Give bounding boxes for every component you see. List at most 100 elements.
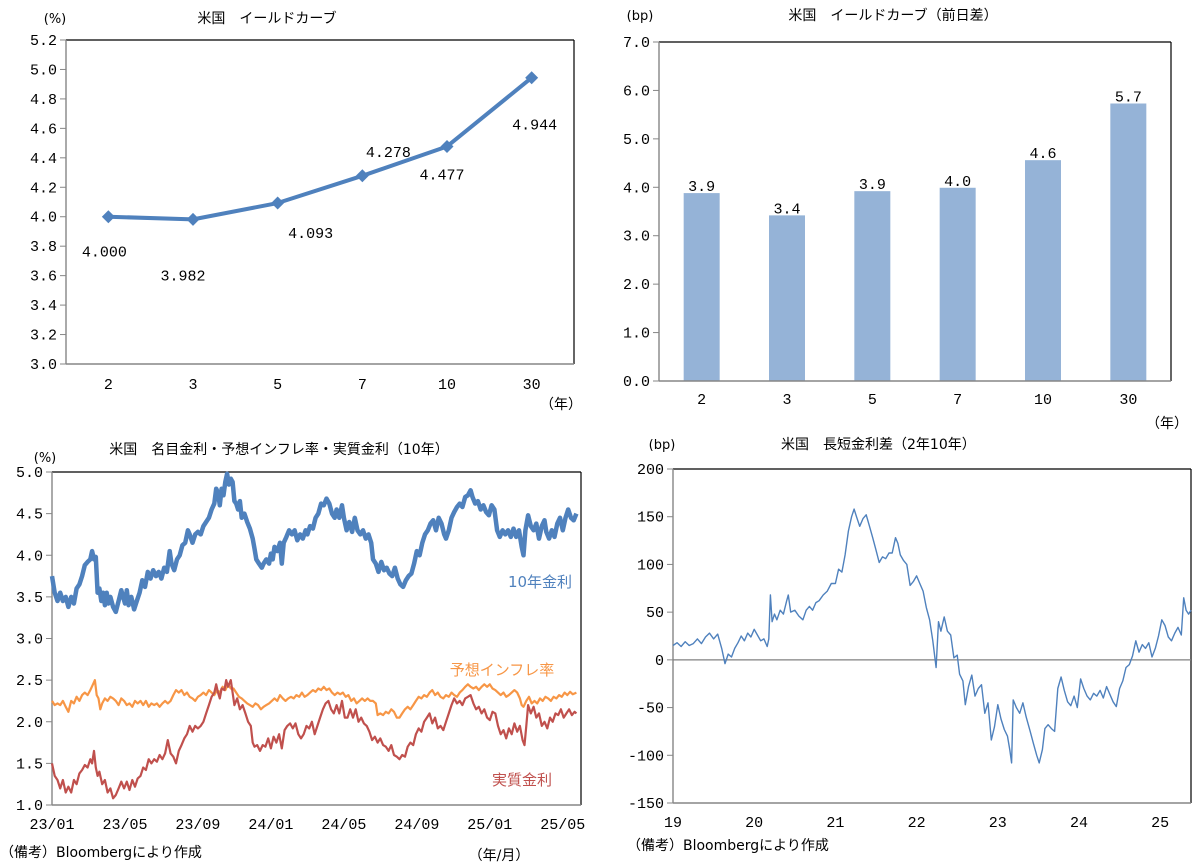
real-rate-label: 実質金利 <box>492 771 552 789</box>
diamond-marker <box>271 196 285 210</box>
data-label: 3.9 <box>859 177 886 194</box>
x-tick-label: 3 <box>188 377 197 394</box>
y-tick-label: 3.5 <box>16 590 43 607</box>
y-tick-label: -50 <box>637 701 664 718</box>
y-tick-label: 3.0 <box>16 632 43 649</box>
y-tick-label: 3.4 <box>30 298 57 315</box>
y-tick-label: 5.0 <box>30 62 57 79</box>
y-tick-label: 4.6 <box>30 121 57 138</box>
diamond-marker <box>525 71 539 85</box>
y-tick-label: 2.0 <box>623 277 650 294</box>
x-tick-label: 23/01 <box>29 817 74 834</box>
y-tick-label: 5.2 <box>30 33 57 50</box>
breakeven-inflation-label: 予想インフレ率 <box>450 661 555 679</box>
bar <box>854 191 891 381</box>
spread-2s10s-chart: (bp) 米国 長短金利差（2年10年） （備考）Bloombergにより作成 … <box>627 437 1192 854</box>
x-tick-label: 22 <box>908 815 926 832</box>
y-tick-label: 0.0 <box>623 374 650 391</box>
y-tick-label: 4.8 <box>30 92 57 109</box>
y-tick-label: 1.0 <box>623 326 650 343</box>
x-tick-label: 23/05 <box>102 817 147 834</box>
x-tick-label: 30 <box>1119 392 1137 409</box>
y-tick-label: 4.0 <box>16 548 43 565</box>
x-tick-label: 10 <box>438 377 456 394</box>
y-tick-label: 3.2 <box>30 328 57 345</box>
data-label: 3.9 <box>688 179 715 196</box>
chart-title: 米国 イールドカーブ（前日差） <box>788 7 997 24</box>
x-tick-label: 23/09 <box>175 817 220 834</box>
y-tick-label: 3.0 <box>623 229 650 246</box>
data-label: 4.477 <box>419 167 464 184</box>
x-tick-label: 25 <box>1151 815 1169 832</box>
y-tick-label: 1.5 <box>16 756 43 773</box>
y-tick-label: 5.0 <box>16 465 43 482</box>
data-label: 4.6 <box>1029 146 1056 163</box>
nominal-10y-label: 10年金利 <box>508 573 572 591</box>
diamond-marker <box>186 212 200 226</box>
bar <box>769 215 805 381</box>
rates-10y-chart: (%) 米国 名目金利・予想インフレ率・実質金利（10年） （年/月） （備考）… <box>0 441 585 864</box>
x-tick-label: 25/01 <box>467 817 512 834</box>
bar <box>683 193 720 381</box>
x-tick-label: 30 <box>523 377 541 394</box>
real-rate-line <box>50 678 578 800</box>
x-tick-label: 7 <box>358 377 367 394</box>
y-tick-label: 2.5 <box>16 673 43 690</box>
x-unit-label: （年/月） <box>469 848 530 864</box>
data-label: 4.000 <box>82 245 127 262</box>
x-tick-label: 2 <box>697 392 706 409</box>
y-unit-label: (%) <box>34 451 57 466</box>
data-label: 4.944 <box>512 118 557 135</box>
x-unit-label: （年） <box>1146 416 1188 432</box>
chart-title: 米国 名目金利・予想インフレ率・実質金利（10年） <box>109 441 448 458</box>
yield-curve-change-chart: (bp) 米国 イールドカーブ（前日差） （年） 0.0 1.0 2.0 3.0 4.0… <box>623 7 1188 432</box>
y-tick-label: 4.0 <box>623 180 650 197</box>
breakeven-inflation-line <box>51 678 577 719</box>
x-tick-label: 10 <box>1034 392 1052 409</box>
x-tick-label: 20 <box>745 815 763 832</box>
y-tick-label: 50 <box>646 605 664 622</box>
bar <box>1025 160 1061 381</box>
y-tick-label: 3.6 <box>30 269 57 286</box>
y-unit-label: (bp) <box>649 438 676 453</box>
x-tick-label: 2 <box>104 377 113 394</box>
source-note: （備考）Bloombergにより作成 <box>627 838 829 854</box>
y-tick-label: 150 <box>637 510 664 527</box>
x-tick-label: 5 <box>273 377 282 394</box>
x-tick-label: 3 <box>782 392 791 409</box>
y-tick-label: 1.0 <box>16 798 43 815</box>
diamond-marker <box>355 169 369 183</box>
chart-title: 米国 イールドカーブ <box>197 10 336 27</box>
x-tick-label: 21 <box>826 815 844 832</box>
data-label: 3.982 <box>160 268 205 285</box>
data-label: 4.0 <box>944 174 971 191</box>
x-unit-label: （年） <box>540 397 582 413</box>
y-tick-label: 100 <box>637 557 664 574</box>
diamond-marker <box>440 139 454 153</box>
y-tick-label: 7.0 <box>623 35 650 52</box>
x-tick-label: 25/05 <box>540 817 585 834</box>
x-tick-label: 19 <box>664 815 682 832</box>
y-tick-label: 6.0 <box>623 83 650 100</box>
spread-line <box>672 508 1192 764</box>
y-tick-label: 200 <box>637 462 664 479</box>
bar <box>1110 103 1147 382</box>
y-tick-label: 5.0 <box>623 132 650 149</box>
yield-curve-line <box>108 76 533 222</box>
diamond-marker <box>101 210 115 224</box>
data-label: 5.7 <box>1115 90 1142 107</box>
y-tick-label: 4.5 <box>16 507 43 524</box>
data-label: 4.278 <box>366 145 411 162</box>
data-label: 3.4 <box>773 201 800 218</box>
y-tick-label: 0 <box>655 653 664 670</box>
y-unit-label: (%) <box>44 12 67 27</box>
y-tick-label: 3.0 <box>30 357 57 374</box>
x-tick-label: 24 <box>1070 815 1088 832</box>
yield-curve-chart: (%) 米国 イールドカーブ （年） 3.0 3.2 3.4 3.6 3.8 4.0 4.2… <box>30 10 582 413</box>
y-tick-label: 3.8 <box>30 239 57 256</box>
x-tick-label: 24/09 <box>394 817 439 834</box>
x-tick-label: 7 <box>953 392 962 409</box>
x-tick-label: 24/05 <box>321 817 366 834</box>
data-label: 4.093 <box>288 226 333 243</box>
